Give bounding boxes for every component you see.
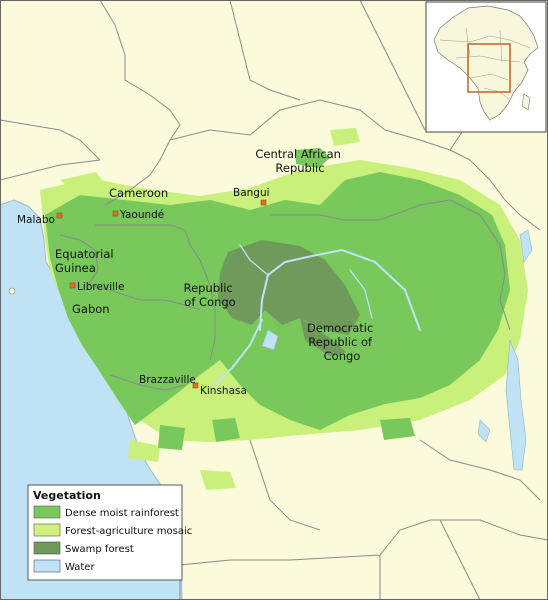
legend-swatch-dense xyxy=(33,505,61,519)
legend-label-mosaic: Forest-agriculture mosaic xyxy=(65,526,192,537)
inset-africa-shape xyxy=(433,5,539,121)
label-gabon: Gabon xyxy=(72,302,110,316)
label-kinshasa: Kinshasa xyxy=(200,385,247,397)
label-cameroon: Cameroon xyxy=(109,186,168,200)
legend: Vegetation Dense moist rainforest Forest… xyxy=(27,484,192,581)
label-drc: Democratic Republic of Congo xyxy=(307,321,377,363)
lakes-layer xyxy=(261,229,533,471)
legend-item-mosaic: Forest-agriculture mosaic xyxy=(33,523,192,537)
marker-bangui xyxy=(260,199,267,206)
legend-swatch-mosaic xyxy=(33,523,61,537)
legend-label-swamp: Swamp forest xyxy=(65,544,134,555)
legend-swatch-water xyxy=(33,559,61,573)
legend-item-dense: Dense moist rainforest xyxy=(33,505,179,519)
label-central-african-republic: Central African Republic xyxy=(255,147,344,175)
label-malabo: Malabo xyxy=(17,214,55,226)
rivers-layer xyxy=(213,244,421,386)
city-markers xyxy=(56,199,267,389)
label-republic-of-congo: Republic of Congo xyxy=(184,281,237,309)
inset-locator-map xyxy=(425,1,547,133)
label-bangui: Bangui xyxy=(233,187,270,199)
legend-item-swamp: Swamp forest xyxy=(33,541,134,555)
label-brazzaville: Brazzaville xyxy=(139,374,196,386)
marker-yaounde xyxy=(112,210,119,217)
marker-malabo xyxy=(56,212,63,219)
marker-kinshasa xyxy=(192,382,199,389)
label-equatorial-guinea: Equatorial Guinea xyxy=(55,247,117,275)
label-yaounde: Yaoundé xyxy=(119,209,164,221)
legend-label-water: Water xyxy=(65,562,95,573)
label-libreville: Libreville xyxy=(77,281,124,293)
legend-title: Vegetation xyxy=(33,489,101,502)
legend-item-water: Water xyxy=(33,559,95,573)
marker-libreville xyxy=(69,282,76,289)
legend-label-dense: Dense moist rainforest xyxy=(65,508,179,519)
inset-region-frame xyxy=(467,43,511,93)
legend-swatch-swamp xyxy=(33,541,61,555)
